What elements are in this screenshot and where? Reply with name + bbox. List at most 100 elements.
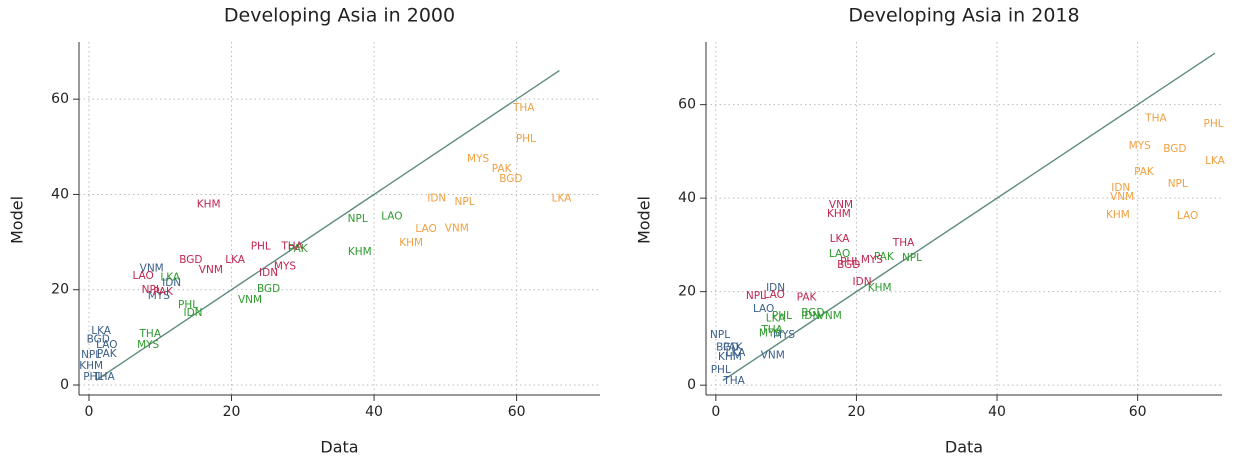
point-label: PAK: [874, 251, 895, 263]
point-label: MYS: [137, 339, 159, 351]
point-label: IDN: [1111, 182, 1130, 194]
point-label: LKA: [766, 312, 787, 324]
y-tick-label: 0: [60, 377, 69, 393]
point-label: THA: [139, 328, 162, 340]
point-label: PHL: [83, 371, 103, 383]
point-label: LKA: [552, 192, 573, 204]
point-label: NPL: [710, 329, 730, 341]
point-label: PAK: [797, 291, 818, 303]
point-label: VNM: [140, 262, 164, 274]
point-label: BGD: [1163, 143, 1186, 155]
x-axis-label: Data: [945, 438, 983, 457]
point-label: THA: [892, 237, 915, 249]
point-label: VNM: [238, 294, 262, 306]
point-label: KHM: [197, 198, 221, 210]
reference-line: [722, 52, 1216, 382]
y-tick-label: 40: [678, 190, 696, 206]
point-label: PAK: [492, 163, 513, 175]
x-tick-label: 0: [711, 404, 720, 420]
point-label: PAK: [723, 341, 744, 353]
point-label: NPL: [455, 196, 475, 208]
point-label: LKA: [830, 233, 851, 245]
point-label: IDN: [801, 310, 820, 322]
point-label: IDN: [427, 192, 446, 204]
point-label: PHL: [711, 364, 731, 376]
point-label: LAO: [753, 303, 774, 315]
point-label: KHM: [79, 360, 103, 372]
point-label: NPL: [348, 213, 368, 225]
point-label: BGD: [837, 259, 860, 271]
point-label: KHM: [399, 237, 423, 249]
point-label: LKA: [225, 254, 246, 266]
y-tick-label: 20: [51, 282, 69, 298]
point-label: MYS: [274, 260, 296, 272]
point-label: THA: [722, 375, 745, 387]
point-label: PAK: [97, 348, 118, 360]
x-tick-label: 0: [85, 404, 94, 420]
point-label: PAK: [153, 286, 174, 298]
point-label: PHL: [1204, 118, 1224, 130]
point-label: IDN: [259, 267, 278, 279]
y-tick-label: 40: [51, 186, 69, 202]
point-label: KHM: [868, 282, 892, 294]
chart-title: Developing Asia in 2000: [224, 5, 455, 27]
point-label: THA: [92, 371, 115, 383]
point-label: MYS: [467, 153, 489, 165]
x-tick-label: 40: [988, 404, 1006, 420]
point-label: BGD: [179, 254, 202, 266]
point-label: PHL: [251, 240, 271, 252]
point-label: IDN: [766, 282, 785, 294]
point-label: NPL: [746, 290, 766, 302]
point-label: LKA: [1205, 155, 1226, 167]
point-label: BGD: [257, 283, 280, 295]
y-tick-label: 60: [678, 97, 696, 113]
x-tick-label: 20: [848, 404, 866, 420]
point-label: BGD: [499, 173, 522, 185]
point-label: LAO: [132, 270, 153, 282]
point-label: PHL: [178, 299, 198, 311]
point-label: KHM: [827, 208, 851, 220]
y-tick-label: 20: [678, 284, 696, 300]
point-label: VNM: [818, 310, 842, 322]
point-label: PAK: [288, 243, 309, 255]
point-label: LKA: [160, 271, 181, 283]
point-label: VNM: [1110, 191, 1134, 203]
point-label: VNM: [829, 199, 853, 211]
point-label: LAO: [96, 339, 117, 351]
point-label: MYS: [1129, 140, 1151, 152]
x-tick-label: 60: [1129, 404, 1147, 420]
point-label: LAO: [415, 223, 436, 235]
point-label: NPL: [1168, 178, 1188, 190]
point-label: MYS: [861, 254, 883, 266]
point-label: LAO: [764, 289, 785, 301]
point-label: LAO: [829, 248, 850, 260]
point-label: LKA: [91, 325, 112, 337]
y-axis-label: Model: [635, 196, 654, 244]
point-label: MYS: [773, 329, 795, 341]
point-label: NPL: [81, 349, 101, 361]
point-label: NPL: [142, 284, 162, 296]
point-label: KHM: [718, 351, 742, 363]
point-label: VNM: [445, 222, 469, 234]
x-axis-label: Data: [320, 438, 358, 457]
point-label: VNM: [761, 349, 785, 361]
point-label: THA: [1144, 113, 1167, 125]
point-label: BGD: [87, 333, 110, 345]
point-label: MYS: [759, 327, 781, 339]
point-label: IDN: [853, 276, 872, 288]
y-tick-label: 60: [51, 91, 69, 107]
point-label: IDN: [184, 307, 203, 319]
point-label: MYS: [148, 290, 170, 302]
point-label: LAO: [1177, 210, 1198, 222]
point-label: KHM: [1106, 209, 1130, 221]
point-label: THA: [760, 324, 783, 336]
point-label: PHL: [840, 256, 860, 268]
point-label: VNM: [199, 264, 223, 276]
point-label: BGD: [801, 307, 824, 319]
point-label: IDN: [162, 277, 181, 289]
point-label: PHL: [772, 310, 792, 322]
y-axis-label: Model: [8, 196, 27, 244]
point-label: PAK: [1134, 166, 1155, 178]
point-label: LAO: [381, 210, 402, 222]
